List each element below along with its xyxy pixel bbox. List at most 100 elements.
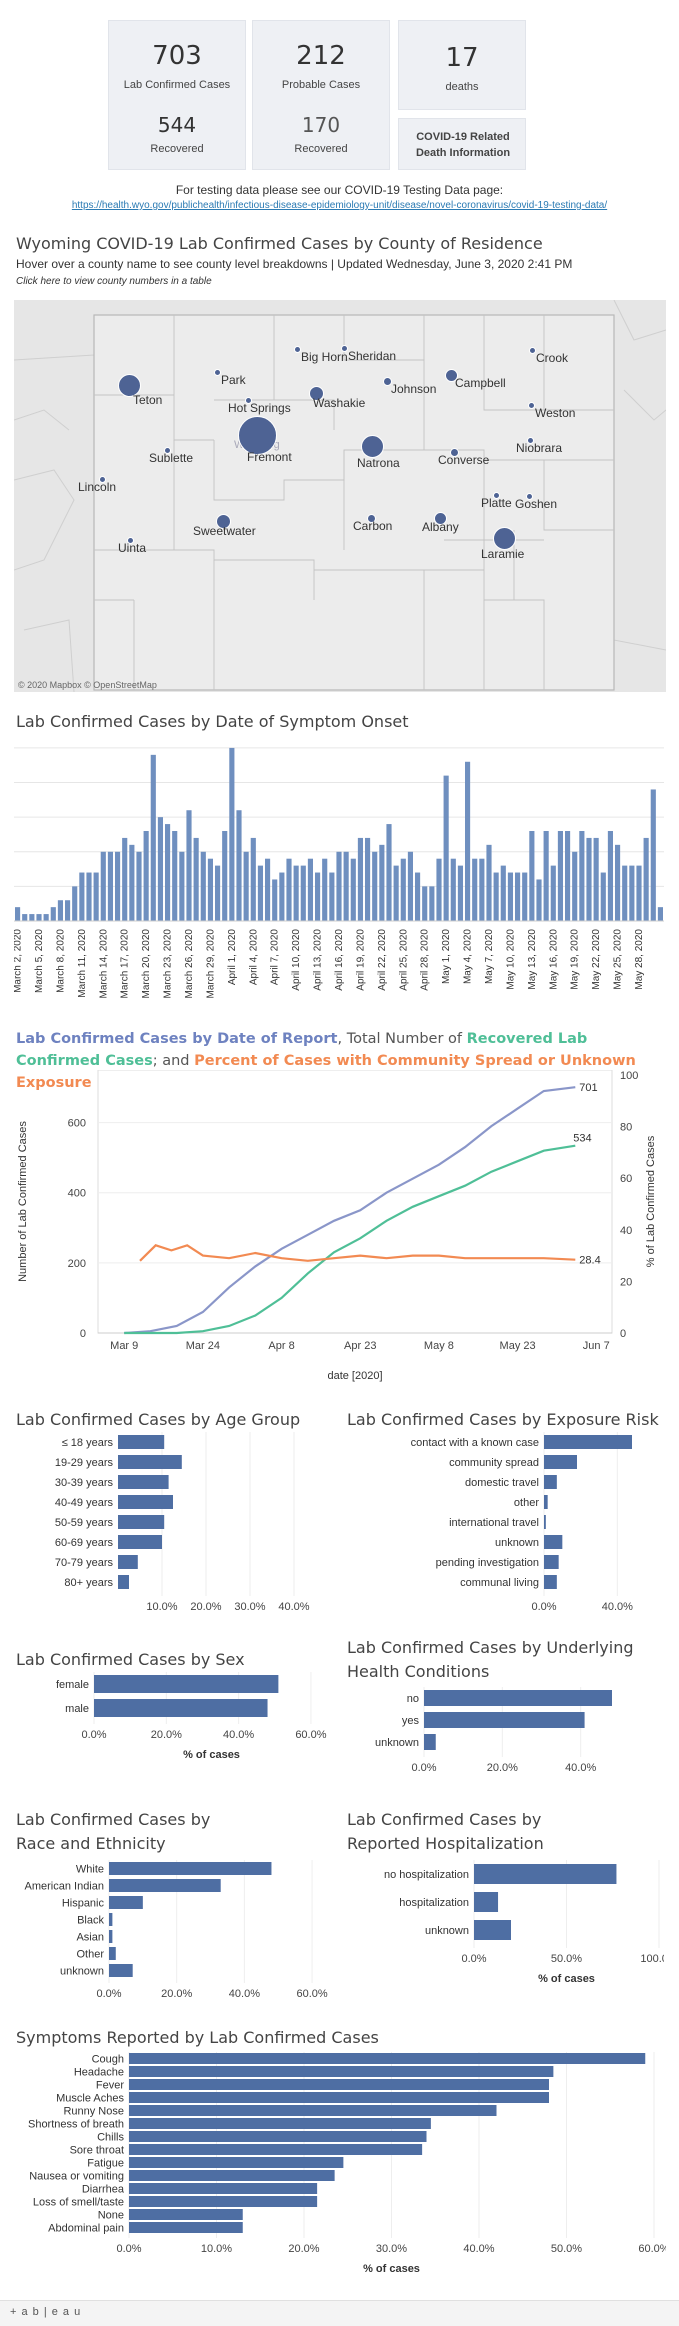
onset-bar [150,754,156,921]
county-label-park: Park [221,373,247,387]
bar [544,1455,577,1469]
onset-bar [329,872,335,921]
report-ylabel-right: % of Lab Confirmed Cases [645,1135,657,1267]
onset-bar [607,831,613,921]
report-title-part: Lab Confirmed Cases by Date of Report [16,1031,338,1047]
category-label: unknown [60,1966,104,1978]
onset-tick-label: May 13, 2020 [527,929,538,990]
tableau-logo[interactable]: + a b | e a u [10,2306,82,2318]
onset-bar [250,837,256,921]
category-label: American Indian [25,1881,105,1893]
onset-tick-label: May 1, 2020 [441,929,452,984]
category-label: 30-39 years [55,1477,114,1489]
category-label: 60-69 years [55,1537,114,1549]
county-marker-campbell [445,369,458,382]
county-label-washakie: Washakie [313,396,366,410]
bar [129,2079,549,2090]
county-marker-big-horn [294,346,301,353]
county-marker-crook [529,347,536,354]
onset-bar [186,810,192,921]
x-tick-label: 40.0% [278,1601,309,1613]
onset-bar [286,858,292,921]
hosp-chart: 0.0% 50.0% 100.0% no hospitalization hospita… [384,1860,664,1985]
onset-bar [436,858,442,921]
age-title: Lab Confirmed Cases by Age Group [16,1410,301,1429]
county-marker-hot-springs [245,397,252,404]
testing-link[interactable]: https://health.wyo.gov/publichealth/infe… [71,200,608,211]
category-label: None [98,2210,124,2222]
onset-bar [415,872,421,921]
county-label-campbell: Campbell [455,376,506,390]
report-right-tick: 40 [620,1225,632,1237]
category-label: Cough [92,2054,124,2066]
report-right-tick: 20 [620,1276,632,1288]
onset-bar [593,837,599,921]
death-info-button[interactable]: COVID-19 Related Death Information [398,118,526,170]
bar [94,1675,279,1693]
x-axis-label: % of cases [183,1749,240,1761]
category-label: Nausea or vomiting [29,2171,124,2183]
onset-bar [493,872,499,921]
bar [544,1515,546,1529]
exposure-title: Lab Confirmed Cases by Exposure Risk [347,1410,659,1429]
category-label: 80+ years [64,1577,113,1589]
map-attribution: © 2020 Mapbox © OpenStreetMap [18,680,157,690]
age-chart: 10.0% 20.0% 30.0% 40.0% ≤ 18 years 19-29 year… [55,1432,310,1613]
category-label: Muscle Aches [56,2093,124,2105]
onset-tick-label: April 7, 2020 [270,929,281,986]
onset-tick-label: April 25, 2020 [398,929,409,991]
onset-bar [393,865,399,921]
probable-recovered-value: 170 [301,113,341,137]
bar [474,1864,617,1884]
onset-bar [307,858,313,921]
county-label-sheridan: Sheridan [348,349,396,363]
report-x-tick: May 8 [424,1340,454,1352]
onset-bar [600,872,606,921]
report-x-tick: Mar 24 [186,1340,220,1352]
report-title-part: Percent of Cases with Community Spread o… [16,1053,636,1091]
x-axis-label: % of cases [538,1973,595,1985]
report-series-line [139,1244,576,1262]
onset-bar [207,858,213,921]
county-label-lincoln: Lincoln [78,480,116,494]
onset-tick-label: March 17, 2020 [120,929,131,999]
county-label-sweetwater: Sweetwater [193,524,256,538]
bar [129,2183,318,2194]
onset-chart: March 2, 2020 March 5, 2020 March 8, 2020 M… [14,747,664,999]
county-label-weston: Weston [535,406,575,420]
category-label: Hispanic [62,1898,105,1910]
county-label-uinta: Uinta [118,541,146,555]
onset-bar [422,886,428,921]
county-marker-goshen [526,493,533,500]
x-tick-label: 40.0% [602,1601,633,1613]
category-label: 19-29 years [55,1457,114,1469]
testing-text: For testing data please see our COVID-19… [175,183,504,197]
onset-bar [336,851,342,921]
x-tick-label: 50.0% [551,2243,582,2255]
onset-bar [86,872,92,921]
onset-bar [615,844,621,921]
county-table-link[interactable]: Click here to view county numbers in a t… [16,276,212,287]
onset-bar [579,831,585,921]
report-series-line [124,1086,576,1335]
county-label-teton: Teton [133,393,162,407]
bar [109,1913,113,1926]
category-label: unknown [425,1925,469,1937]
county-label-carbon: Carbon [353,519,392,533]
county-marker-weston [528,402,535,409]
report-right-tick: 0 [620,1328,626,1340]
onset-bar [72,886,78,921]
county-label-albany: Albany [422,520,459,534]
category-label: other [514,1497,539,1509]
onset-bar [650,789,656,921]
category-label: unknown [375,1737,419,1749]
deaths-value: 17 [445,43,479,73]
onset-tick-label: March 14, 2020 [98,929,109,999]
race-chart: 0.0% 20.0% 40.0% 60.0% White American Indian H… [25,1860,328,2000]
bar [118,1535,162,1549]
report-series-line [124,1144,576,1335]
onset-tick-label: May 10, 2020 [505,929,516,990]
report-end-label-recovered: 534 [573,1133,591,1145]
bar [118,1435,165,1449]
